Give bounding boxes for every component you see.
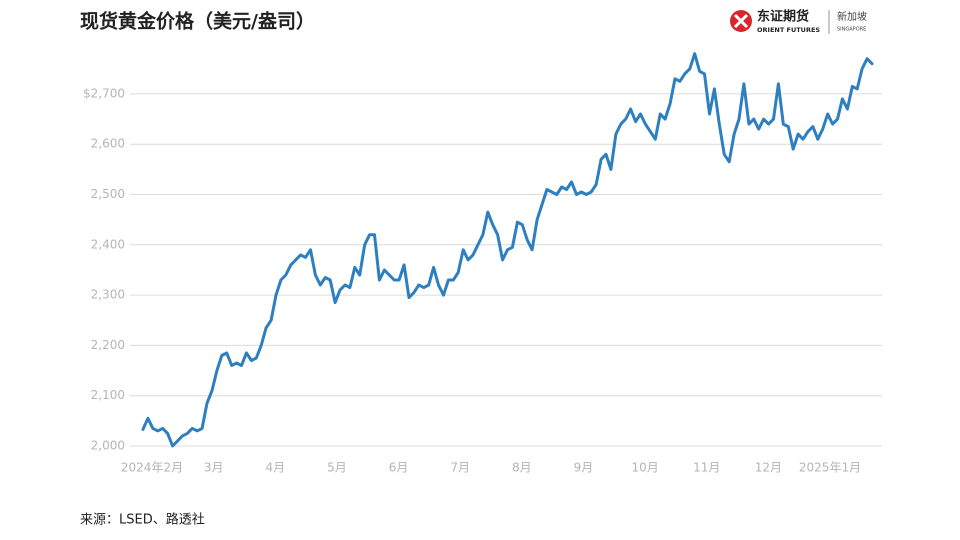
y-tick-label: 2,000 bbox=[91, 439, 125, 453]
logo-region: 新加坡 bbox=[837, 10, 867, 23]
x-tick-label: 5月 bbox=[327, 461, 347, 475]
x-tick-label: 9月 bbox=[574, 461, 594, 475]
price-line bbox=[141, 52, 874, 448]
y-tick-label: 2,600 bbox=[91, 137, 125, 151]
logo-cross bbox=[733, 13, 749, 29]
x-tick-label: 11月 bbox=[693, 461, 720, 475]
y-tick-label: 2,500 bbox=[91, 187, 125, 201]
x-tick-label: 3月 bbox=[204, 461, 224, 475]
x-tick-label: 10月 bbox=[631, 461, 658, 475]
source-note: 来源：LSED、路透社 bbox=[80, 512, 205, 528]
logo-name-en: ORIENT FUTURES bbox=[757, 26, 820, 34]
y-tick-label: 2,300 bbox=[91, 288, 125, 302]
x-tick-label: 7月 bbox=[450, 461, 470, 475]
x-tick-label: 4月 bbox=[265, 461, 285, 475]
x-tick-label: 2024年2月 bbox=[121, 461, 183, 475]
y-tick-label: $2,700 bbox=[83, 86, 125, 100]
chart-title: 现货黄金价格（美元/盎司） bbox=[80, 10, 315, 33]
y-tick-label: 2,100 bbox=[91, 388, 125, 402]
y-tick-label: 2,200 bbox=[91, 338, 125, 352]
logo-region-en: SINGAPORE bbox=[837, 27, 866, 33]
logo-name: 东证期货 bbox=[757, 9, 809, 25]
x-tick-label: 6月 bbox=[389, 461, 409, 475]
x-tick-label: 12月 bbox=[755, 461, 782, 475]
logo: 东证期货 ORIENT FUTURES 新加坡 SINGAPORE bbox=[730, 9, 867, 34]
x-tick-label: 2025年1月 bbox=[799, 461, 861, 475]
x-tick-label: 8月 bbox=[512, 461, 532, 475]
y-tick-label: 2,400 bbox=[91, 237, 125, 251]
